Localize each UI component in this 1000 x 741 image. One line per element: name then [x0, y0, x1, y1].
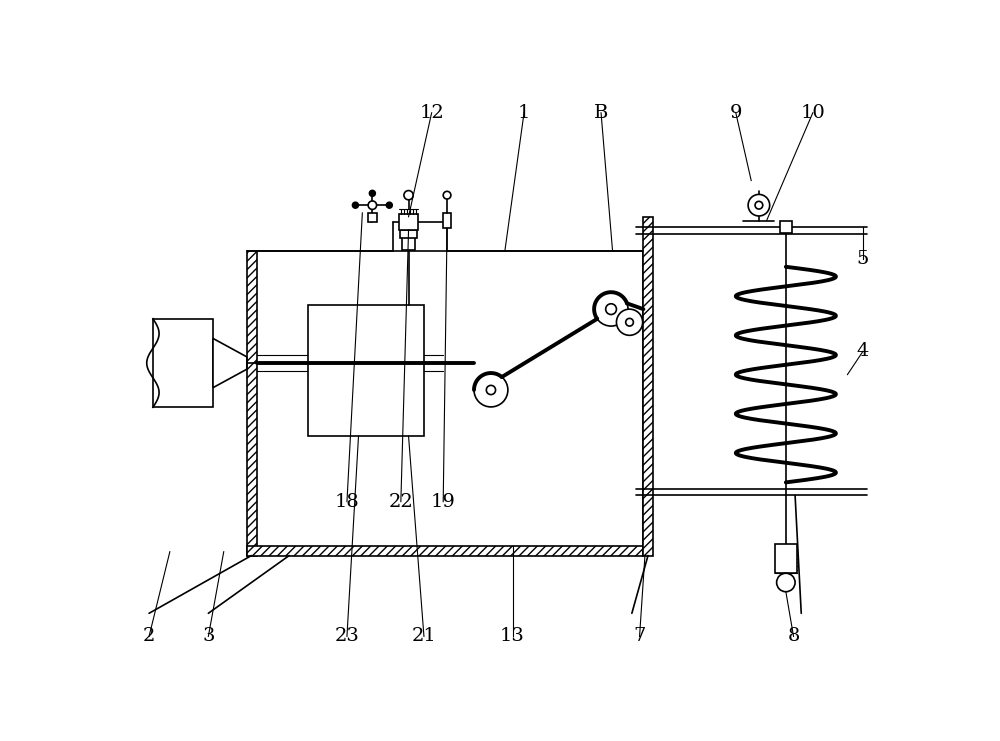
Circle shape — [626, 319, 633, 326]
Circle shape — [368, 201, 377, 210]
Circle shape — [594, 292, 628, 326]
Text: 3: 3 — [202, 628, 215, 645]
Circle shape — [474, 373, 508, 407]
Text: 22: 22 — [388, 493, 413, 511]
Bar — [402, 234, 415, 250]
Polygon shape — [213, 339, 247, 388]
Text: 12: 12 — [419, 104, 444, 122]
Circle shape — [777, 574, 795, 592]
Circle shape — [369, 190, 375, 196]
Bar — [308, 305, 424, 436]
Text: 2: 2 — [143, 628, 155, 645]
Bar — [399, 214, 418, 230]
Text: 21: 21 — [412, 628, 436, 645]
Text: 10: 10 — [800, 104, 825, 122]
Text: 13: 13 — [500, 628, 525, 645]
Text: 8: 8 — [787, 628, 800, 645]
Bar — [643, 216, 653, 556]
Circle shape — [404, 190, 413, 200]
Circle shape — [748, 194, 770, 216]
Bar — [443, 213, 451, 228]
Bar — [247, 545, 643, 556]
Text: 9: 9 — [730, 104, 742, 122]
Circle shape — [352, 202, 358, 208]
Text: 7: 7 — [633, 628, 646, 645]
Bar — [400, 230, 417, 238]
Circle shape — [369, 214, 375, 220]
Bar — [775, 544, 797, 574]
Circle shape — [486, 385, 496, 395]
Bar — [153, 319, 213, 408]
Text: B: B — [594, 104, 608, 122]
Bar — [780, 221, 792, 233]
Circle shape — [755, 202, 763, 209]
Circle shape — [616, 309, 643, 336]
Bar — [368, 213, 377, 222]
Circle shape — [443, 191, 451, 199]
Text: 23: 23 — [335, 628, 359, 645]
Text: 4: 4 — [857, 342, 869, 360]
Circle shape — [606, 304, 616, 314]
Text: 19: 19 — [431, 493, 456, 511]
Circle shape — [386, 202, 392, 208]
Text: 18: 18 — [335, 493, 359, 511]
Text: 1: 1 — [518, 104, 530, 122]
Bar — [247, 251, 257, 556]
Text: 5: 5 — [857, 250, 869, 268]
